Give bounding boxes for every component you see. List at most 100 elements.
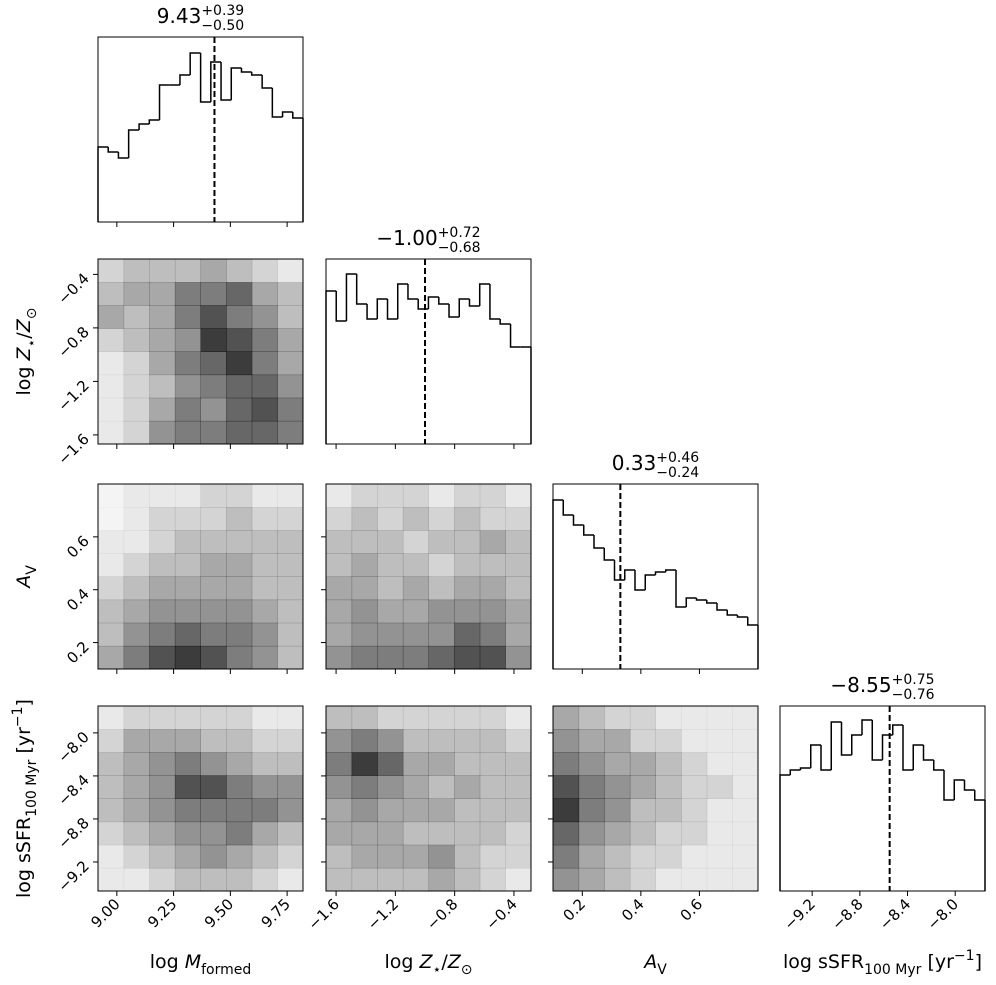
density-cell — [351, 576, 378, 601]
axis-label-part: M — [185, 951, 201, 973]
density-cell — [479, 729, 506, 753]
density-cell — [98, 305, 125, 329]
hist-step — [953, 779, 965, 800]
title-lower: −0.76 — [892, 687, 935, 703]
density-cell — [226, 867, 253, 892]
density-cell — [98, 706, 125, 730]
density-cell — [629, 844, 656, 869]
density-cell — [174, 374, 201, 399]
density-cell — [578, 821, 605, 846]
density-cell — [98, 576, 125, 601]
hist-step — [665, 569, 676, 572]
density-cell — [251, 645, 278, 670]
density-cell — [402, 821, 429, 846]
density-cell — [149, 397, 176, 422]
title-upper: +0.75 — [892, 672, 935, 688]
density-cell — [149, 599, 176, 624]
panel-frame — [97, 705, 304, 892]
density-cell — [454, 844, 481, 869]
density-cell — [428, 553, 455, 577]
hist-step — [325, 290, 337, 444]
axis-label-part: formed — [201, 962, 251, 978]
density-cell — [277, 282, 304, 306]
density-cell — [578, 752, 605, 776]
density-cell — [479, 530, 506, 554]
density-cell — [226, 553, 253, 577]
panel-title: −8.55+0.75 −0.76 — [830, 672, 934, 703]
hist-step — [230, 67, 242, 100]
density-cell — [553, 706, 580, 730]
density-cell — [123, 821, 150, 846]
hist-step — [726, 610, 738, 616]
axis-label-part: log sSFR — [783, 951, 864, 973]
density-cell — [402, 553, 429, 577]
density-cell — [277, 729, 304, 753]
density-cell — [479, 867, 506, 892]
title-upper: +0.72 — [438, 225, 481, 241]
x-tick-label: 0.2 — [560, 895, 590, 925]
density-cell — [174, 798, 201, 823]
density-cell — [402, 798, 429, 823]
density-cell — [174, 867, 201, 892]
density-cell — [326, 706, 353, 730]
hist-step — [407, 284, 419, 300]
axis-label-part: log — [385, 951, 420, 973]
density-cell — [553, 867, 580, 892]
density-cell — [123, 351, 150, 376]
density-cell — [123, 645, 150, 670]
density-cell — [681, 867, 708, 892]
density-cell — [326, 775, 353, 799]
x-tick-label: −8.8 — [828, 895, 866, 933]
density-cell — [98, 553, 125, 577]
hist-step — [779, 774, 791, 891]
density-cell — [479, 599, 506, 624]
density-cell — [706, 729, 733, 753]
density-cell — [706, 798, 733, 823]
density-cell — [732, 821, 759, 846]
density-cell — [377, 729, 404, 753]
density-cell — [149, 622, 176, 647]
hist-step — [851, 734, 862, 755]
density-cell — [200, 397, 227, 422]
density-cell — [326, 798, 353, 823]
y-tick-label: 0.4 — [63, 585, 93, 615]
density-cell — [277, 420, 304, 445]
axis-label-part: 100 Myr — [864, 962, 922, 978]
density-cell — [377, 821, 404, 846]
density-cell — [402, 706, 429, 730]
density-cell — [149, 706, 176, 730]
density-cell — [226, 775, 253, 799]
hist-step — [830, 721, 842, 770]
hist-step — [593, 535, 605, 549]
density-cell — [377, 752, 404, 776]
hist-step — [448, 304, 460, 318]
density-cell — [200, 867, 227, 892]
density-cell — [604, 821, 631, 846]
density-cell — [123, 706, 150, 730]
density-cell — [454, 867, 481, 892]
density-cell — [226, 821, 253, 846]
x-tick-label: −8.4 — [876, 895, 914, 933]
axis-label: log Z⋆/Z⊙ — [385, 951, 473, 978]
hist-step — [438, 297, 450, 305]
density-cell — [732, 729, 759, 753]
x-tick-label: −8.0 — [924, 895, 962, 933]
panel-title: −1.00+0.72 −0.68 — [376, 225, 480, 256]
hist-step — [489, 284, 501, 320]
hist-step — [271, 88, 283, 118]
density-cell — [174, 775, 201, 799]
density-cell — [251, 420, 278, 445]
density-cell — [326, 484, 353, 508]
density-cell — [706, 844, 733, 869]
axis-label-part: ⊙ — [24, 308, 40, 320]
density-cell — [174, 729, 201, 753]
density-cell — [123, 576, 150, 601]
axis-label: AV — [642, 951, 667, 978]
density-cell — [251, 259, 278, 283]
density-cell — [454, 530, 481, 554]
hist-step — [644, 574, 656, 590]
density-cell — [149, 645, 176, 670]
density-cell — [681, 729, 708, 753]
density-cell — [174, 553, 201, 577]
density-cell — [226, 305, 253, 329]
